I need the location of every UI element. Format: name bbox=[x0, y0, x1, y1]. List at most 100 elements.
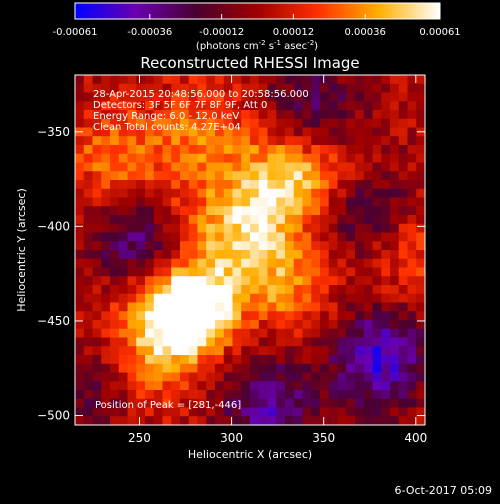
heatmap-cell bbox=[223, 311, 233, 321]
heatmap-cell bbox=[232, 267, 242, 277]
heatmap-cell bbox=[118, 92, 128, 102]
heatmap-cell bbox=[110, 241, 120, 251]
heatmap-cell bbox=[390, 118, 400, 128]
heatmap-cell bbox=[346, 372, 356, 382]
heatmap-cell bbox=[206, 302, 216, 312]
heatmap-cell bbox=[372, 153, 382, 163]
heatmap-cell bbox=[215, 302, 225, 312]
heatmap-cell bbox=[250, 171, 260, 181]
heatmap-cell bbox=[258, 328, 268, 338]
heatmap-cell bbox=[136, 416, 146, 425]
heatmap-cell bbox=[136, 110, 146, 120]
heatmap-cell bbox=[250, 311, 260, 321]
heatmap-cell bbox=[127, 223, 137, 233]
heatmap-cell bbox=[311, 337, 321, 347]
heatmap-cell bbox=[127, 390, 137, 400]
heatmap-cell bbox=[390, 293, 400, 303]
heatmap-cell bbox=[276, 206, 286, 216]
heatmap-cell bbox=[372, 311, 382, 321]
heatmap-cell bbox=[276, 311, 286, 321]
heatmap-cell bbox=[258, 320, 268, 330]
heatmap-cell bbox=[302, 145, 312, 155]
heatmap-cell bbox=[355, 293, 365, 303]
heatmap-cell bbox=[101, 267, 111, 277]
heatmap-cell bbox=[118, 311, 128, 321]
heatmap-cell bbox=[398, 311, 408, 321]
heatmap-cell bbox=[153, 118, 163, 128]
heatmap-cell bbox=[363, 311, 373, 321]
heatmap-cell bbox=[372, 407, 382, 417]
heatmap-cell bbox=[390, 311, 400, 321]
colorbar-tick-label: -0.00036 bbox=[127, 27, 172, 38]
heatmap-cell bbox=[171, 293, 181, 303]
heatmap-cell bbox=[145, 92, 155, 102]
heatmap-cell bbox=[145, 346, 155, 356]
heatmap-cell bbox=[320, 381, 330, 391]
heatmap-cell bbox=[258, 337, 268, 347]
heatmap-cell bbox=[232, 215, 242, 225]
heatmap-cell bbox=[285, 145, 295, 155]
heatmap-cell bbox=[337, 390, 347, 400]
heatmap-cell bbox=[180, 293, 190, 303]
heatmap-cell bbox=[101, 127, 111, 137]
heatmap-cell bbox=[416, 118, 425, 128]
heatmap-cell bbox=[197, 180, 207, 190]
heatmap-cell bbox=[197, 127, 207, 137]
heatmap-cell bbox=[381, 390, 391, 400]
heatmap-cell bbox=[372, 206, 382, 216]
heatmap-cell bbox=[188, 416, 198, 425]
heatmap-cell bbox=[145, 188, 155, 198]
heatmap-cell bbox=[162, 101, 172, 111]
heatmap-cell bbox=[293, 223, 303, 233]
heatmap-cell bbox=[250, 328, 260, 338]
heatmap-cell bbox=[258, 83, 268, 93]
heatmap-cell bbox=[232, 311, 242, 321]
heatmap-cell bbox=[372, 83, 382, 93]
heatmap-cell bbox=[302, 407, 312, 417]
heatmap-cell bbox=[363, 337, 373, 347]
heatmap-cell bbox=[110, 127, 120, 137]
heatmap-cell bbox=[363, 398, 373, 408]
heatmap-cell bbox=[101, 390, 111, 400]
heatmap-cell bbox=[75, 215, 85, 225]
heatmap-cell bbox=[127, 355, 137, 365]
heatmap-cell bbox=[188, 267, 198, 277]
heatmap-cell bbox=[328, 145, 338, 155]
heatmap-cell bbox=[162, 188, 172, 198]
heatmap-cell bbox=[372, 302, 382, 312]
heatmap-cell bbox=[118, 215, 128, 225]
heatmap-cell bbox=[171, 118, 181, 128]
heatmap-cell bbox=[241, 215, 251, 225]
heatmap-cell bbox=[136, 162, 146, 172]
heatmap-cell bbox=[171, 83, 181, 93]
heatmap-cell bbox=[250, 346, 260, 356]
heatmap-cell bbox=[136, 206, 146, 216]
heatmap-cell bbox=[346, 171, 356, 181]
heatmap-cell bbox=[118, 337, 128, 347]
heatmap-cell bbox=[153, 206, 163, 216]
heatmap-cell bbox=[320, 398, 330, 408]
heatmap-cell bbox=[83, 110, 93, 120]
heatmap-cell bbox=[311, 197, 321, 207]
heatmap-cell bbox=[302, 372, 312, 382]
heatmap-cell bbox=[110, 320, 120, 330]
heatmap-cell bbox=[153, 372, 163, 382]
heatmap-cell bbox=[337, 75, 347, 85]
heatmap-cell bbox=[197, 328, 207, 338]
heatmap-cell bbox=[110, 407, 120, 417]
heatmap-cell bbox=[75, 363, 85, 373]
heatmap-cell bbox=[241, 285, 251, 295]
heatmap-cell bbox=[180, 188, 190, 198]
heatmap-cell bbox=[276, 355, 286, 365]
heatmap-cell bbox=[197, 101, 207, 111]
heatmap-cell bbox=[232, 328, 242, 338]
heatmap-cell bbox=[355, 75, 365, 85]
heatmap-cell bbox=[232, 337, 242, 347]
heatmap-cell bbox=[171, 390, 181, 400]
heatmap-cell bbox=[153, 171, 163, 181]
heatmap-cell bbox=[197, 337, 207, 347]
heatmap-cell bbox=[110, 162, 120, 172]
heatmap-cell bbox=[398, 328, 408, 338]
heatmap-cell bbox=[110, 145, 120, 155]
heatmap-cell bbox=[355, 328, 365, 338]
